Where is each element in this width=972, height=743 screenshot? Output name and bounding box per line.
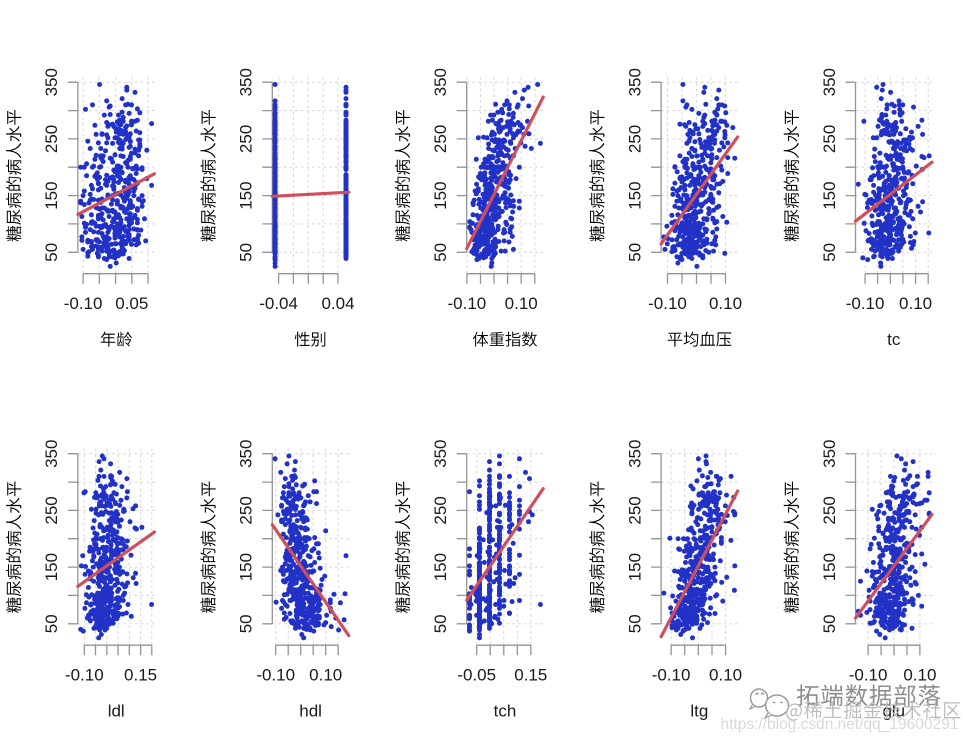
- svg-text:150: 150: [42, 181, 61, 209]
- svg-text:0.10: 0.10: [709, 666, 742, 685]
- svg-text:350: 350: [42, 440, 61, 468]
- svg-text:150: 150: [625, 181, 644, 209]
- svg-text:0.15: 0.15: [124, 666, 157, 685]
- svg-text:150: 150: [431, 181, 450, 209]
- svg-text:350: 350: [820, 440, 839, 468]
- svg-text:ldl: ldl: [108, 702, 125, 721]
- svg-text:250: 250: [431, 496, 450, 524]
- svg-text:0.10: 0.10: [903, 666, 936, 685]
- svg-text:250: 250: [820, 496, 839, 524]
- svg-text:350: 350: [431, 440, 450, 468]
- svg-text:50: 50: [431, 243, 450, 262]
- svg-text:250: 250: [42, 125, 61, 153]
- svg-text:50: 50: [625, 243, 644, 262]
- svg-text:350: 350: [237, 68, 256, 96]
- svg-text:50: 50: [42, 243, 61, 262]
- svg-text:-0.10: -0.10: [652, 666, 691, 685]
- svg-text:0.10: 0.10: [709, 294, 742, 313]
- svg-text:tc: tc: [887, 330, 901, 349]
- svg-text:50: 50: [237, 243, 256, 262]
- svg-text:0.10: 0.10: [505, 294, 538, 313]
- svg-text:50: 50: [625, 614, 644, 633]
- svg-text:ltg: ltg: [690, 702, 708, 721]
- svg-text:350: 350: [431, 68, 450, 96]
- svg-text:-0.10: -0.10: [849, 666, 888, 685]
- svg-text:350: 350: [625, 440, 644, 468]
- svg-text:-0.10: -0.10: [448, 294, 487, 313]
- svg-text:0.05: 0.05: [115, 294, 148, 313]
- svg-text:https://blog.csdn.net/qq_19600: https://blog.csdn.net/qq_19600291: [721, 716, 959, 733]
- svg-text:0.10: 0.10: [309, 666, 342, 685]
- svg-text:150: 150: [820, 553, 839, 581]
- svg-text:50: 50: [42, 614, 61, 633]
- svg-text:250: 250: [431, 125, 450, 153]
- svg-text:250: 250: [820, 125, 839, 153]
- svg-text:150: 150: [625, 553, 644, 581]
- svg-text:50: 50: [820, 243, 839, 262]
- svg-text:50: 50: [431, 614, 450, 633]
- svg-text:-0.10: -0.10: [256, 666, 295, 685]
- svg-text:350: 350: [237, 440, 256, 468]
- svg-text:150: 150: [237, 181, 256, 209]
- svg-text:-0.05: -0.05: [457, 666, 496, 685]
- svg-text:350: 350: [625, 68, 644, 96]
- svg-text:0.04: 0.04: [321, 294, 354, 313]
- svg-text:0.15: 0.15: [514, 666, 547, 685]
- svg-text:-0.04: -0.04: [259, 294, 298, 313]
- svg-text:350: 350: [820, 68, 839, 96]
- svg-text:150: 150: [42, 553, 61, 581]
- svg-text:150: 150: [237, 553, 256, 581]
- svg-text:hdl: hdl: [299, 702, 322, 721]
- svg-text:250: 250: [625, 125, 644, 153]
- svg-text:50: 50: [820, 614, 839, 633]
- svg-text:-0.10: -0.10: [846, 294, 885, 313]
- svg-text:150: 150: [431, 553, 450, 581]
- svg-text:-0.10: -0.10: [64, 294, 103, 313]
- svg-text:50: 50: [237, 614, 256, 633]
- svg-text:tch: tch: [494, 702, 517, 721]
- svg-text:250: 250: [625, 496, 644, 524]
- svg-text:150: 150: [820, 181, 839, 209]
- svg-text:0.10: 0.10: [899, 294, 932, 313]
- svg-text:-0.10: -0.10: [648, 294, 687, 313]
- svg-text:250: 250: [237, 496, 256, 524]
- svg-text:250: 250: [42, 496, 61, 524]
- svg-text:350: 350: [42, 68, 61, 96]
- svg-text:250: 250: [237, 125, 256, 153]
- svg-text:-0.10: -0.10: [65, 666, 104, 685]
